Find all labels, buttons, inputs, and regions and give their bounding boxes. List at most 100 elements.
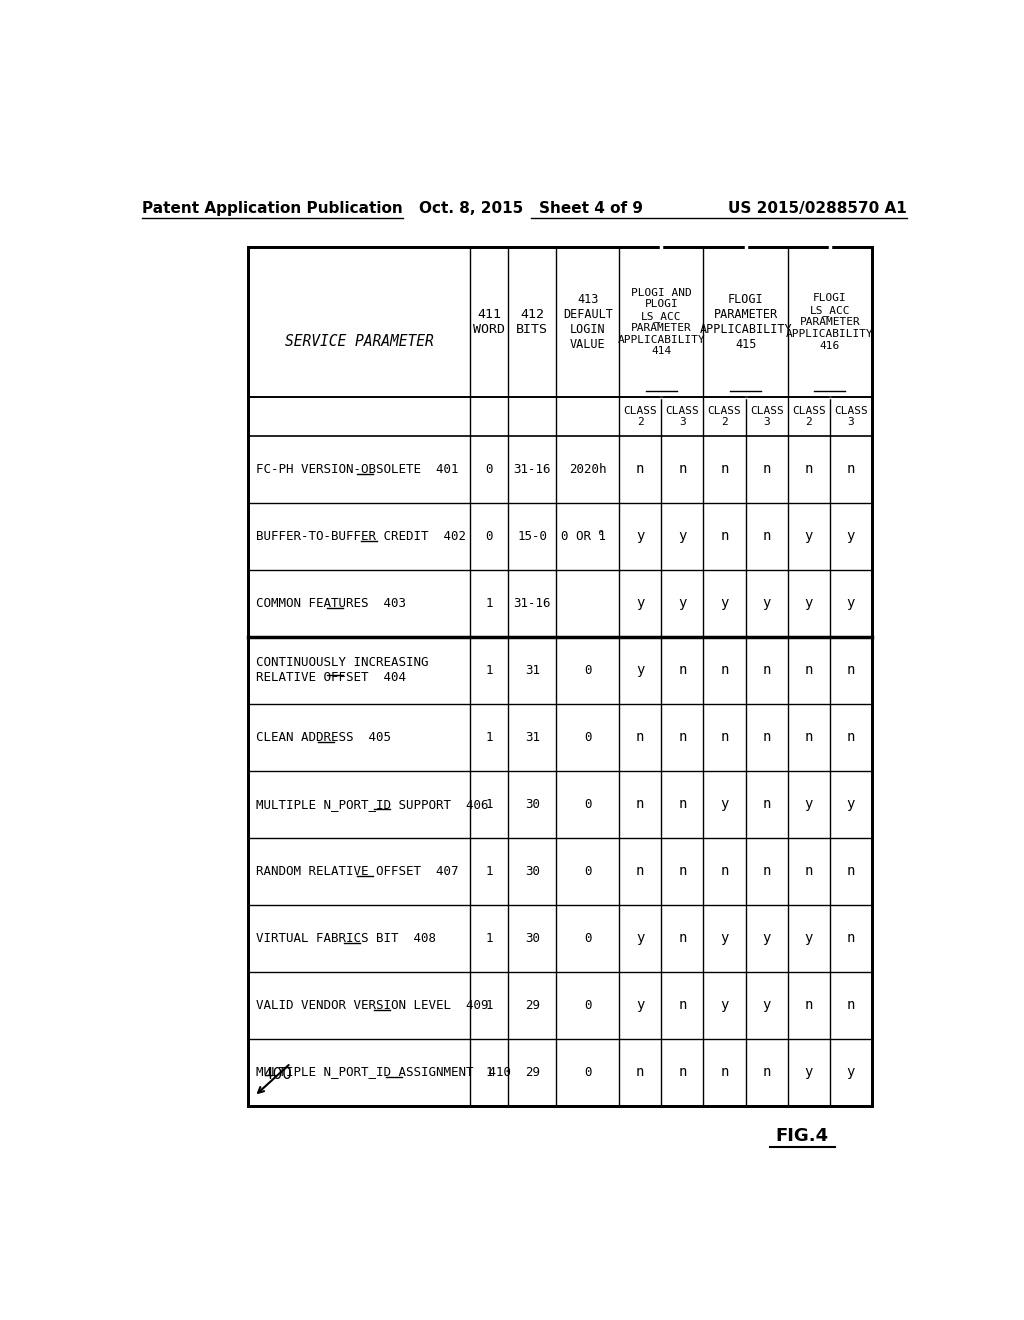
Text: CLASS
2: CLASS 2: [624, 405, 657, 428]
Text: y: y: [636, 998, 644, 1012]
Text: n: n: [805, 730, 813, 744]
Text: 1: 1: [485, 597, 493, 610]
Text: CLASS
3: CLASS 3: [835, 405, 867, 428]
Text: VIRTUAL FABRICS BIT  408: VIRTUAL FABRICS BIT 408: [256, 932, 436, 945]
Text: n: n: [720, 462, 729, 477]
Text: n: n: [678, 730, 686, 744]
Text: FLOGI
PARAMETER
APPLICABILITY
415: FLOGI PARAMETER APPLICABILITY 415: [699, 293, 792, 351]
Text: n: n: [720, 1065, 729, 1078]
Text: FC-PH VERSION-OBSOLETE  401: FC-PH VERSION-OBSOLETE 401: [256, 462, 459, 475]
Text: y: y: [763, 597, 771, 610]
Text: n: n: [763, 797, 771, 810]
Text: n: n: [805, 663, 813, 677]
Text: y: y: [720, 797, 729, 810]
Text: 0: 0: [584, 797, 592, 810]
Text: y: y: [847, 597, 855, 610]
Text: 1: 1: [485, 1065, 493, 1078]
Text: n: n: [763, 865, 771, 878]
Text: MULTIPLE N_PORT_ID SUPPORT  406: MULTIPLE N_PORT_ID SUPPORT 406: [256, 797, 488, 810]
Text: n: n: [847, 663, 855, 677]
Text: 31: 31: [525, 730, 540, 743]
Text: n: n: [720, 529, 729, 543]
Text: y: y: [805, 529, 813, 543]
Text: 413
DEFAULT
LOGIN
VALUE: 413 DEFAULT LOGIN VALUE: [563, 293, 612, 351]
Text: y: y: [805, 931, 813, 945]
Text: n: n: [678, 865, 686, 878]
Text: y: y: [720, 998, 729, 1012]
Text: n: n: [720, 730, 729, 744]
Text: n: n: [636, 730, 644, 744]
Text: 0: 0: [584, 932, 592, 945]
Text: 1: 1: [485, 932, 493, 945]
Text: n: n: [678, 998, 686, 1012]
Text: y: y: [678, 529, 686, 543]
Text: 1: 1: [485, 664, 493, 677]
Text: n: n: [847, 998, 855, 1012]
Text: y: y: [763, 931, 771, 945]
Text: 0: 0: [485, 529, 493, 543]
Text: US 2015/0288570 A1: US 2015/0288570 A1: [728, 201, 907, 216]
Text: CLASS
3: CLASS 3: [666, 405, 699, 428]
Text: n: n: [763, 529, 771, 543]
Text: y: y: [636, 663, 644, 677]
Text: n: n: [763, 462, 771, 477]
Text: n: n: [805, 998, 813, 1012]
Text: y: y: [847, 1065, 855, 1078]
Text: y: y: [847, 529, 855, 543]
Text: 412
BITS: 412 BITS: [516, 308, 548, 337]
Bar: [248, 247, 872, 1105]
Text: 0 OR 1: 0 OR 1: [560, 529, 605, 543]
Text: 0: 0: [584, 1065, 592, 1078]
Text: 0: 0: [485, 462, 493, 475]
Text: 1: 1: [485, 730, 493, 743]
Text: FLOGI
LS_ACC
PARAMETER
APPLICABILITY
416: FLOGI LS_ACC PARAMETER APPLICABILITY 416: [786, 293, 873, 351]
Text: y: y: [720, 931, 729, 945]
Text: n: n: [678, 1065, 686, 1078]
Text: 15-0: 15-0: [517, 529, 548, 543]
Text: 1: 1: [485, 797, 493, 810]
Text: y: y: [805, 797, 813, 810]
Text: 0: 0: [584, 865, 592, 878]
Text: n: n: [678, 462, 686, 477]
Text: y: y: [678, 597, 686, 610]
Text: 0: 0: [584, 730, 592, 743]
Text: CONTINUOUSLY INCREASING
RELATIVE OFFSET  404: CONTINUOUSLY INCREASING RELATIVE OFFSET …: [256, 656, 428, 684]
Text: n: n: [720, 663, 729, 677]
Text: c: c: [597, 528, 603, 537]
Text: y: y: [763, 998, 771, 1012]
Text: CLASS
2: CLASS 2: [708, 405, 741, 428]
Text: CLEAN ADDRESS  405: CLEAN ADDRESS 405: [256, 730, 391, 743]
Text: Oct. 8, 2015   Sheet 4 of 9: Oct. 8, 2015 Sheet 4 of 9: [419, 201, 643, 216]
Text: Patent Application Publication: Patent Application Publication: [142, 201, 402, 216]
Text: n: n: [636, 797, 644, 810]
Text: n: n: [678, 931, 686, 945]
Text: FIG.4: FIG.4: [776, 1127, 828, 1146]
Text: y: y: [847, 797, 855, 810]
Text: n: n: [636, 462, 644, 477]
Text: 30: 30: [525, 932, 540, 945]
Text: n: n: [720, 865, 729, 878]
Text: MULTIPLE N_PORT_ID ASSIGNMENT  410: MULTIPLE N_PORT_ID ASSIGNMENT 410: [256, 1065, 511, 1078]
Text: n: n: [763, 1065, 771, 1078]
Text: 411
WORD: 411 WORD: [473, 308, 505, 337]
Text: n: n: [678, 663, 686, 677]
Text: 29: 29: [525, 998, 540, 1011]
Text: 0: 0: [584, 664, 592, 677]
Text: VALID VENDOR VERSION LEVEL  409: VALID VENDOR VERSION LEVEL 409: [256, 998, 488, 1011]
Text: 1: 1: [485, 998, 493, 1011]
Text: 2020h: 2020h: [569, 462, 606, 475]
Text: 31: 31: [525, 664, 540, 677]
Text: 31-16: 31-16: [514, 597, 551, 610]
Text: y: y: [636, 931, 644, 945]
Text: 30: 30: [525, 865, 540, 878]
Text: n: n: [847, 865, 855, 878]
Text: SERVICE PARAMETER: SERVICE PARAMETER: [285, 334, 433, 348]
Text: COMMON FEATURES  403: COMMON FEATURES 403: [256, 597, 406, 610]
Text: CLASS
2: CLASS 2: [792, 405, 825, 428]
Text: y: y: [805, 1065, 813, 1078]
Text: 0: 0: [584, 998, 592, 1011]
Text: n: n: [763, 730, 771, 744]
Text: n: n: [636, 865, 644, 878]
Text: PLOGI AND
PLOGI
LS_ACC
PARAMETER
APPLICABILITY
414: PLOGI AND PLOGI LS_ACC PARAMETER APPLICA…: [617, 288, 706, 356]
Text: 30: 30: [525, 797, 540, 810]
